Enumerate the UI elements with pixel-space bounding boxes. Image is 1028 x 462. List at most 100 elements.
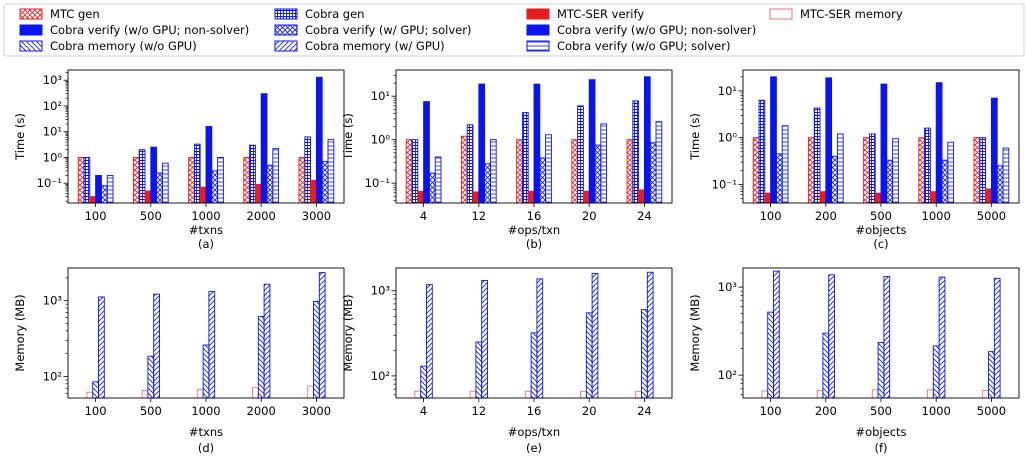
bar xyxy=(86,391,94,399)
x-tick-label: 2000 xyxy=(247,209,276,223)
bar xyxy=(935,82,943,204)
y-axis-label: Time (s) xyxy=(341,113,355,161)
x-tick-label: 200 xyxy=(815,404,837,418)
bar xyxy=(577,105,584,204)
bar xyxy=(883,276,891,399)
legend-entry: Cobra memory (w/ GPU) xyxy=(274,39,445,53)
bar xyxy=(539,157,547,204)
bar xyxy=(420,365,427,399)
bar xyxy=(990,97,998,204)
bar xyxy=(626,139,634,204)
bar xyxy=(150,146,158,204)
bar xyxy=(938,276,946,399)
x-tick-label: 24 xyxy=(637,209,652,223)
bar xyxy=(516,139,523,204)
plot-frame xyxy=(742,267,1020,399)
bar xyxy=(489,139,497,204)
x-tick-label: 24 xyxy=(637,404,652,418)
panel-label: (a) xyxy=(198,237,214,251)
legend-entry: MTC gen xyxy=(19,7,100,21)
bar xyxy=(89,196,97,204)
y-tick-label: 10⁻¹ xyxy=(37,176,62,190)
x-axis-label: #txns xyxy=(189,223,223,237)
bar xyxy=(469,390,477,399)
x-tick-label: 2000 xyxy=(247,404,276,418)
bar xyxy=(582,190,590,204)
legend-label: Cobra verify (w/o GPU; non-solver) xyxy=(557,23,756,37)
bar xyxy=(260,93,268,204)
bar xyxy=(530,332,538,399)
bar xyxy=(481,280,488,399)
bar xyxy=(196,389,204,399)
x-tick-label: 3000 xyxy=(302,404,331,418)
y-axis-label: Memory (MB) xyxy=(341,294,355,371)
bar xyxy=(836,133,844,204)
bar xyxy=(77,157,85,204)
x-tick-label: 1000 xyxy=(922,404,951,418)
bar xyxy=(816,390,824,399)
bar xyxy=(819,191,827,204)
y-tick-label: 10⁰ xyxy=(718,131,738,145)
bar xyxy=(315,76,323,204)
legend-entry: Cobra gen xyxy=(274,7,364,21)
bar xyxy=(83,157,91,204)
bar xyxy=(156,172,163,204)
y-axis-label: Time (s) xyxy=(13,113,27,161)
bar xyxy=(199,186,207,204)
legend-entry: Cobra verify (w/ GPU; solver) xyxy=(274,23,471,37)
bar xyxy=(580,390,587,399)
y-axis-label: Time (s) xyxy=(688,113,702,161)
x-tick-label: 12 xyxy=(471,404,486,418)
x-tick-label: 4 xyxy=(420,209,427,223)
plot-frame xyxy=(67,69,345,204)
x-tick-label: 100 xyxy=(85,404,107,418)
legend: MTC gen Cobra verify (w/o GPU; non-solver… xyxy=(3,3,1025,57)
bar xyxy=(141,390,149,399)
bar xyxy=(632,100,640,204)
bar xyxy=(405,139,413,204)
bar xyxy=(600,123,608,204)
x-tick-label: 4 xyxy=(420,404,427,418)
bar xyxy=(761,390,769,399)
bar xyxy=(591,272,599,399)
y-tick-label: 10² xyxy=(43,369,62,383)
bar xyxy=(886,159,894,204)
y-tick-label: 10¹ xyxy=(371,89,390,103)
bar xyxy=(100,185,108,204)
bar xyxy=(92,381,99,399)
bar xyxy=(475,341,483,399)
bar xyxy=(460,135,468,204)
y-tick-label: 10³ xyxy=(718,280,738,294)
bar xyxy=(106,174,114,204)
bar xyxy=(217,157,224,204)
bar xyxy=(773,270,780,399)
y-tick-label: 10² xyxy=(43,99,62,113)
bar xyxy=(147,355,155,399)
y-tick-label: 10⁰ xyxy=(43,150,63,164)
bar xyxy=(822,332,830,399)
bar xyxy=(868,133,876,204)
chart-panel-e: 10² 10³ 4 12 16 20 24 #ops/txn (e) Memory (MB) xyxy=(341,267,673,455)
bar xyxy=(466,124,474,204)
y-tick-label: 10¹ xyxy=(718,84,737,98)
bar xyxy=(298,157,306,204)
bar xyxy=(527,190,535,204)
bar xyxy=(758,99,766,204)
x-tick-label: 500 xyxy=(870,209,892,223)
bar xyxy=(635,390,642,399)
legend-swatch xyxy=(274,8,298,20)
bar xyxy=(985,188,992,204)
x-axis-label: #objects xyxy=(855,223,906,237)
legend-entry: MTC-SER memory xyxy=(769,7,903,21)
bar xyxy=(993,277,1001,399)
bar xyxy=(205,126,213,204)
bar xyxy=(307,385,314,399)
bar xyxy=(825,77,833,204)
legend-swatch xyxy=(19,8,43,20)
panel-label: (d) xyxy=(198,441,214,455)
y-tick-label: 10¹ xyxy=(43,125,62,139)
bar xyxy=(138,149,146,204)
legend-entry: Cobra verify (w/o GPU; non-solver) xyxy=(526,23,756,37)
legend-swatch xyxy=(19,24,43,36)
